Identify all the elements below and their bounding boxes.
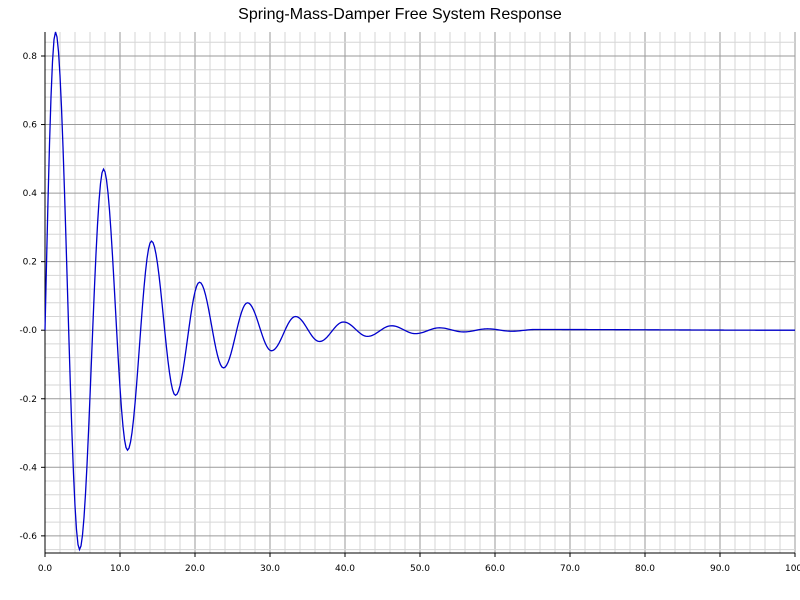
y-tick-label: -0.0 — [19, 326, 37, 336]
x-tick-label: 40.0 — [335, 564, 355, 574]
grid — [44, 32, 796, 553]
y-tick-label: -0.4 — [19, 463, 37, 473]
chart-title: Spring-Mass-Damper Free System Response — [238, 6, 562, 23]
y-tick-label: 0.6 — [23, 121, 38, 131]
y-tick-label: -0.6 — [19, 532, 37, 542]
x-tick-label: 30.0 — [260, 564, 280, 574]
x-tick-label: 100. — [785, 564, 800, 574]
y-tick-label: -0.2 — [19, 395, 37, 405]
x-tick-label: 70.0 — [560, 564, 580, 574]
y-tick-label: 0.2 — [23, 258, 37, 268]
x-tick-label: 60.0 — [485, 564, 505, 574]
x-tick-label: 0.0 — [38, 564, 53, 574]
x-tick-label: 50.0 — [410, 564, 430, 574]
x-tick-label: 10.0 — [110, 564, 130, 574]
x-tick-label: 80.0 — [635, 564, 655, 574]
x-tick-label: 90.0 — [710, 564, 730, 574]
y-ticks: 0.8 0.6 0.4 0.2 -0.0 -0.2 -0.4 -0.6 — [19, 52, 45, 542]
x-tick-label: 20.0 — [185, 564, 205, 574]
y-tick-label: 0.8 — [23, 52, 38, 62]
x-ticks: 0.0 10.0 20.0 30.0 40.0 50.0 60.0 70.0 80.0 90.0 1… — [38, 553, 800, 574]
y-tick-label: 0.4 — [23, 189, 38, 199]
series-line — [44, 31, 795, 552]
